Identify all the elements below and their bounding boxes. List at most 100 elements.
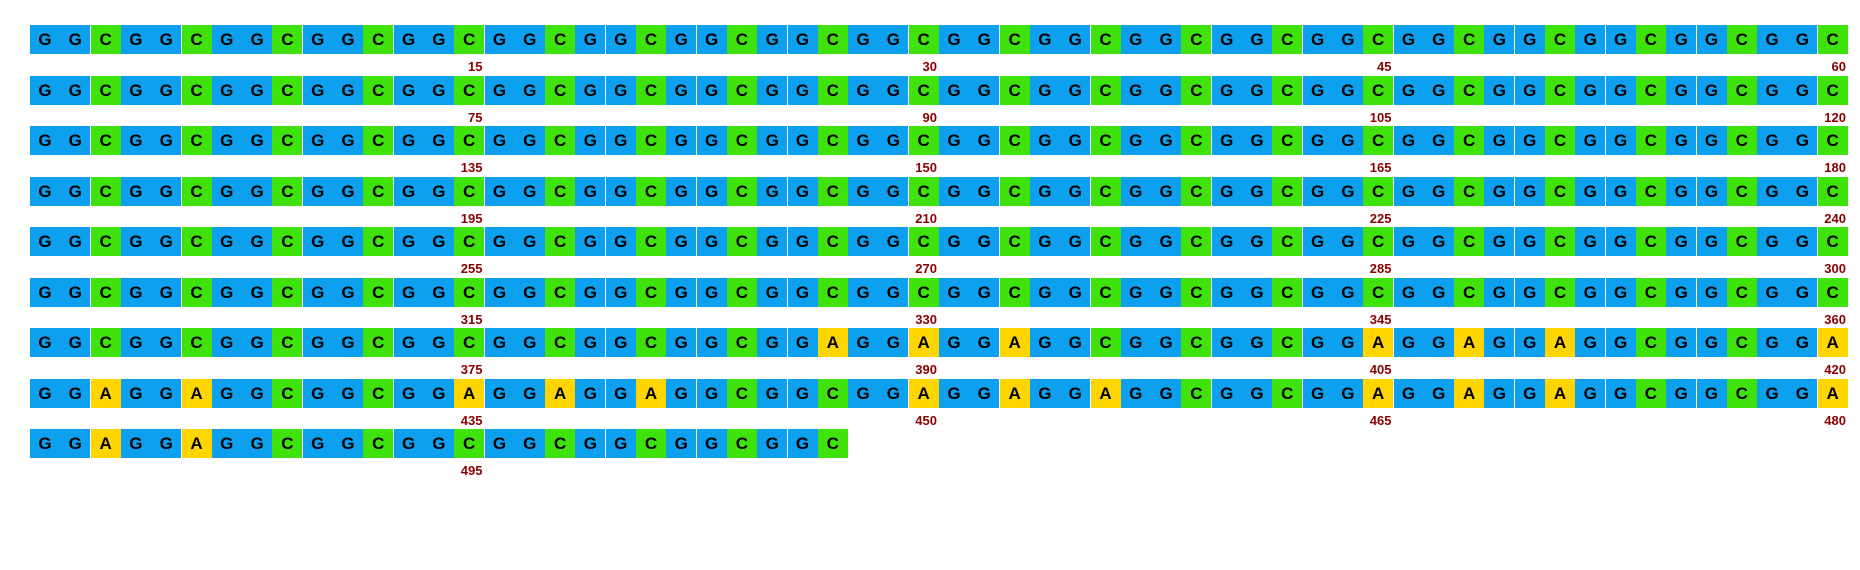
- position-label: 60: [1831, 59, 1846, 74]
- base-g: G: [969, 176, 1000, 206]
- base-c: C: [726, 25, 757, 54]
- base-g: G: [1242, 328, 1272, 357]
- base-g: G: [1575, 75, 1606, 105]
- position-label: 270: [915, 261, 937, 276]
- base-g: G: [1029, 328, 1060, 357]
- base-g: G: [696, 227, 727, 256]
- base-a: A: [90, 378, 121, 408]
- base-g: G: [120, 75, 151, 105]
- base-g: G: [30, 328, 60, 357]
- base-g: G: [211, 75, 242, 105]
- base-a: A: [1545, 378, 1575, 408]
- base-g: G: [696, 328, 727, 357]
- base-g: G: [1060, 277, 1091, 307]
- base-c: C: [1545, 227, 1575, 256]
- base-g: G: [302, 378, 333, 408]
- base-g: G: [969, 277, 1000, 307]
- base-g: G: [575, 25, 606, 54]
- base-g: G: [514, 378, 545, 408]
- base-g: G: [302, 429, 333, 458]
- base-g: G: [484, 126, 515, 155]
- base-c: C: [1817, 227, 1848, 256]
- base-g: G: [211, 25, 242, 54]
- base-g: G: [60, 126, 91, 155]
- base-g: G: [1332, 176, 1363, 206]
- base-g: G: [120, 328, 151, 357]
- base-c: C: [1635, 25, 1666, 54]
- base-g: G: [969, 328, 1000, 357]
- base-c: C: [1181, 176, 1212, 206]
- base-c: C: [1363, 227, 1394, 256]
- position-label: 480: [1824, 412, 1846, 428]
- base-a: A: [1817, 378, 1848, 408]
- base-c: C: [545, 176, 576, 206]
- base-g: G: [1151, 75, 1182, 105]
- base-c: C: [1454, 176, 1485, 206]
- base-g: G: [423, 176, 454, 206]
- base-g: G: [575, 277, 606, 307]
- base-c: C: [272, 126, 303, 155]
- base-g: G: [60, 277, 91, 307]
- base-g: G: [1393, 227, 1424, 256]
- base-g: G: [1302, 277, 1333, 307]
- base-g: G: [1787, 378, 1818, 408]
- base-c: C: [1635, 75, 1666, 105]
- base-g: G: [696, 75, 727, 105]
- base-g: G: [333, 277, 363, 307]
- base-c: C: [999, 75, 1030, 105]
- base-c: C: [90, 25, 121, 54]
- base-g: G: [848, 277, 879, 307]
- base-c: C: [1363, 25, 1394, 54]
- base-c: C: [817, 176, 848, 206]
- base-g: G: [423, 227, 454, 256]
- base-g: G: [666, 75, 697, 105]
- base-c: C: [817, 75, 848, 105]
- base-a: A: [1545, 328, 1575, 357]
- base-g: G: [757, 176, 788, 206]
- base-g: G: [1332, 227, 1363, 256]
- base-g: G: [878, 75, 909, 105]
- base-c: C: [90, 75, 121, 105]
- base-g: G: [242, 176, 273, 206]
- base-g: G: [151, 429, 182, 458]
- base-g: G: [1423, 176, 1454, 206]
- base-c: C: [1363, 176, 1394, 206]
- base-g: G: [302, 328, 333, 357]
- position-label: 180: [1824, 160, 1846, 175]
- base-g: G: [484, 227, 515, 256]
- base-c: C: [1635, 126, 1666, 155]
- base-g: G: [878, 277, 909, 307]
- base-g: G: [393, 328, 424, 357]
- base-c: C: [636, 75, 666, 105]
- base-g: G: [120, 227, 151, 256]
- base-c: C: [454, 176, 485, 206]
- base-g: G: [30, 277, 60, 307]
- base-g: G: [302, 227, 333, 256]
- base-g: G: [484, 378, 515, 408]
- base-g: G: [151, 176, 182, 206]
- base-g: G: [787, 277, 818, 307]
- base-c: C: [726, 277, 757, 307]
- base-a: A: [90, 429, 121, 458]
- base-g: G: [787, 429, 818, 458]
- base-c: C: [908, 126, 939, 155]
- base-g: G: [1151, 328, 1182, 357]
- base-c: C: [1090, 176, 1121, 206]
- base-g: G: [1514, 277, 1545, 307]
- base-c: C: [272, 378, 303, 408]
- base-c: C: [272, 75, 303, 105]
- base-g: G: [393, 176, 424, 206]
- base-c: C: [363, 277, 394, 307]
- base-c: C: [999, 277, 1030, 307]
- base-g: G: [1302, 176, 1333, 206]
- base-a: A: [999, 378, 1030, 408]
- base-g: G: [1120, 25, 1151, 54]
- base-g: G: [1484, 227, 1515, 256]
- base-g: G: [1575, 378, 1606, 408]
- base-g: G: [666, 25, 697, 54]
- base-g: G: [242, 429, 273, 458]
- base-g: G: [1393, 25, 1424, 54]
- base-g: G: [1514, 75, 1545, 105]
- position-label: 165: [1369, 160, 1392, 175]
- base-g: G: [393, 126, 424, 155]
